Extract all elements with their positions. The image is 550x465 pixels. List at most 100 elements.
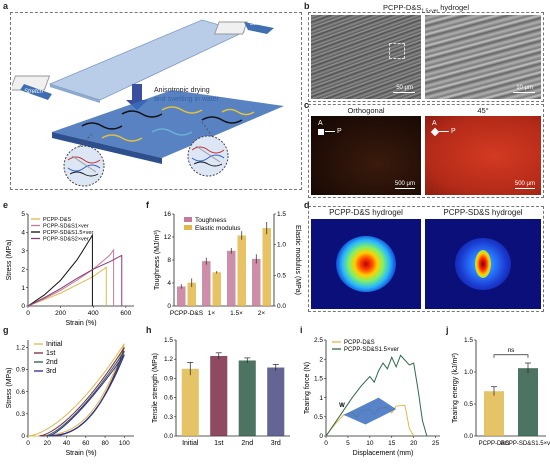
x-tick-label: 0	[324, 440, 328, 447]
y-tick-label: 0.3	[164, 414, 173, 421]
y-tick-label: 4	[21, 230, 25, 237]
series-line	[27, 254, 123, 307]
toughness-bar	[227, 250, 236, 306]
legend-label: Elastic modulus	[195, 225, 241, 232]
panel-b-title: PCPP-D&S1.5×ver hydrogel	[382, 3, 470, 15]
panel-label-h: h	[146, 325, 152, 335]
y-tick-label: 1.5	[464, 337, 473, 344]
scale-bar-500um-left: 500 μm	[394, 181, 415, 187]
y-tick-label: 0	[21, 303, 25, 310]
scale-bar-500um-right: 500 μm	[514, 181, 535, 187]
legend-label: 1st	[46, 350, 55, 357]
x-tick-label: 2×	[258, 310, 266, 317]
legend-label: Initial	[46, 341, 63, 348]
x-tick-label: 3rd	[271, 440, 281, 447]
polarized-image-orthogonal: A P 500 μm	[311, 116, 421, 195]
sem-image-low-mag: 50 μm	[311, 15, 421, 99]
legend-label: PCPP-D&S	[344, 340, 375, 346]
x-tick-label: 2nd	[241, 440, 253, 447]
process-label-1: Anisotropic drying	[154, 87, 210, 94]
scale-bar-10um: 10 μm	[516, 85, 533, 91]
panel-d-frame	[308, 206, 544, 312]
y-tick-label: 1.2	[16, 345, 25, 352]
toughness-bar	[177, 286, 186, 306]
panel-c-right-title: 45°	[477, 106, 489, 115]
unloading-curve	[49, 354, 125, 437]
y-tick-label: 0	[319, 433, 323, 440]
tearing-energy-bar	[484, 391, 504, 436]
x-tick-label: 1st	[214, 440, 223, 447]
y-tick-label: 1	[319, 395, 323, 402]
significance-label: ns	[508, 347, 516, 354]
y-tick-label: 1.0	[464, 369, 473, 376]
panel-c-frame	[308, 104, 544, 198]
y-tick-label: 12	[164, 234, 172, 241]
saxs-pattern-pcpp-ds	[311, 219, 421, 309]
stretch-schematic: Stretch Stretch Anisotropic drying and s…	[12, 19, 284, 187]
x-tick-label: 20	[44, 440, 52, 447]
y-tick-label: 1.5	[314, 376, 323, 383]
saxs-pattern-pcpp-sds	[425, 219, 541, 309]
y-tick-label: 0.6	[164, 395, 173, 402]
x-tick-label: 10	[366, 440, 374, 447]
chart-i-tearing-force: 0 5 10 15 20 25 0 0.5 1 1.5 2 2.5 Displacement (mm) T…	[304, 337, 440, 457]
unloading-curve	[27, 343, 125, 437]
legend-swatch	[184, 217, 192, 222]
y-axis-label: Stress (MPa)	[6, 240, 13, 281]
chart-j-tearing-energy: 0.0 0.5 1.0 1.5 Tearing energy (kJ/m²) PCPP-D…	[452, 337, 550, 447]
y-tick-label: 0.9	[164, 375, 173, 382]
panel-b-frame	[308, 12, 544, 102]
panel-a-frame	[10, 12, 302, 190]
legend-label: PCPP-SD&S1.5×ver	[344, 347, 399, 353]
y-axis-label: Tearing force (N)	[304, 362, 311, 414]
y-tick-label: 0.0	[164, 433, 173, 440]
x-tick-label: 40	[63, 440, 71, 447]
chart-f-toughness-modulus: 0 4 8 12 16 0.0 0.5 1.0 1.5 Toughness (MJ/m³) Elas…	[154, 211, 301, 317]
x-tick-label: 5	[346, 440, 350, 447]
x-tick-label: 0	[26, 440, 30, 447]
panel-d-left-title: PCPP-D&S hydrogel	[329, 208, 403, 217]
y-tick-label: 1.5	[164, 337, 173, 344]
series-line	[27, 266, 107, 307]
x-tick-label: 0	[26, 310, 30, 317]
stretch-top-label: Stretch	[250, 21, 270, 27]
strength-bar	[210, 356, 228, 436]
y-tick-label: 0.0	[464, 433, 473, 440]
y-tick-label: 16	[164, 211, 172, 218]
panel-label-a: a	[3, 1, 9, 11]
y-tick-label: 0.3	[16, 411, 25, 418]
scale-bar-50um: 50 μm	[396, 85, 413, 91]
legend-label: PCPP-SD&S1×ver	[43, 224, 89, 230]
y-tick-label: 0	[167, 303, 171, 310]
y2-tick-label: 0.5	[277, 272, 286, 279]
panel-label-e: e	[3, 200, 9, 210]
legend-swatch	[184, 225, 192, 230]
y2-tick-label: 0.0	[277, 303, 286, 310]
toughness-bar	[202, 261, 211, 306]
legend-label: 2nd	[46, 359, 58, 366]
panel-label-i: i	[300, 325, 303, 335]
y-tick-label: 1	[21, 285, 25, 292]
x-axis-label: Displacement (mm)	[353, 450, 414, 457]
x-tick-label: PCPP-SD&S1.5×ver	[501, 441, 550, 447]
y-tick-label: 2.5	[314, 337, 323, 344]
tearing-sample-inset	[343, 397, 397, 425]
y-tick-label: 0.6	[16, 389, 25, 396]
x-tick-label: 100	[119, 440, 130, 447]
loading-curve	[48, 354, 125, 437]
inset-label-w: W	[339, 403, 345, 409]
series-line	[27, 233, 93, 307]
legend-label: PCPP-SD&S2×ver	[43, 237, 89, 243]
y-tick-label: 0.5	[314, 414, 323, 421]
y-tick-label: 1.2	[164, 356, 173, 363]
loading-curve	[45, 350, 125, 437]
legend-label: PCPP-SD&S1.5×ver	[43, 230, 93, 236]
x-tick-label: 200	[55, 310, 66, 317]
x-tick-label: 80	[101, 440, 109, 447]
chart-g-cyclic-loading: 0 20 40 60 80 100 0 0.3 0.6 0.9 1.2 Strain (%) Stres…	[6, 340, 134, 457]
x-axis-label: Strain (%)	[65, 450, 96, 457]
y-axis-label: Tearing energy (kJ/m²)	[452, 353, 459, 423]
series-line	[27, 248, 115, 307]
legend-label: Toughness	[195, 217, 227, 224]
x-tick-label: 600	[120, 310, 131, 317]
